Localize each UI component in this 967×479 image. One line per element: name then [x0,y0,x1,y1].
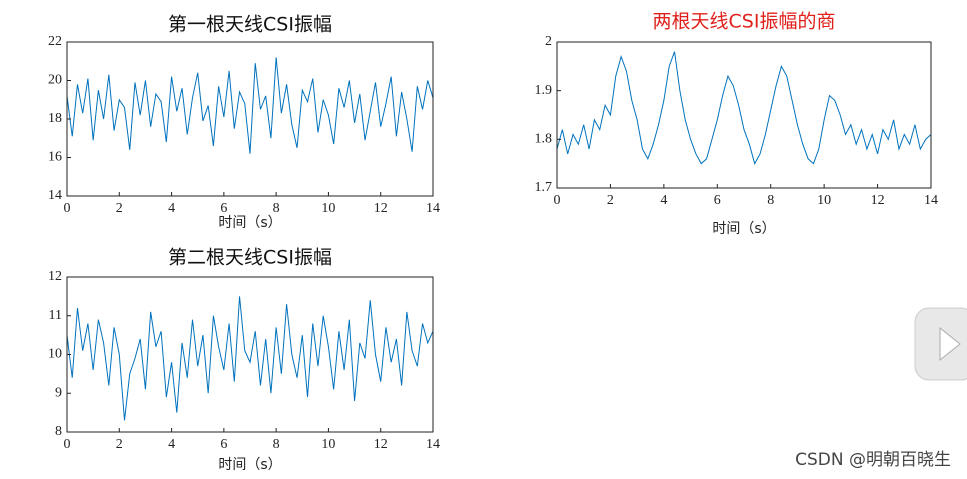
signal-line [66,57,434,154]
x-tick-label: 8 [767,193,774,208]
x-tick-label: 0 [64,201,71,216]
y-tick-label: 8 [55,424,62,439]
x-tick-label: 2 [607,193,614,208]
x-tick-label: 12 [374,201,388,216]
signal-line [66,296,434,421]
x-axis-label: 时间（s） [712,221,775,237]
y-tick-label: 11 [49,308,62,323]
x-tick-label: 8 [273,201,280,216]
x-tick-label: 4 [168,201,175,216]
chart-title: 第一根天线CSI振幅 [168,14,332,36]
y-tick-label: 14 [48,188,62,203]
x-tick-label: 10 [321,437,335,452]
play-icon[interactable] [939,326,961,362]
axes-box [66,41,434,197]
x-tick-label: 2 [116,437,123,452]
x-tick-label: 10 [817,193,831,208]
y-tick-label: 20 [48,73,62,88]
x-tick-label: 6 [714,193,721,208]
x-tick-label: 10 [321,201,335,216]
x-tick-label: 12 [374,437,388,452]
x-tick-label: 2 [116,201,123,216]
x-axis-label: 时间（s） [218,215,281,231]
y-tick-label: 18 [48,111,62,126]
x-tick-label: 14 [426,437,440,452]
axes-box [556,41,932,189]
y-tick-label: 1.7 [535,180,553,195]
y-tick-label: 12 [48,269,62,284]
x-tick-label: 8 [273,437,280,452]
x-tick-label: 4 [168,437,175,452]
chart-title: 第二根天线CSI振幅 [168,247,332,269]
y-tick-label: 22 [48,34,62,49]
x-tick-label: 6 [220,201,227,216]
x-tick-label: 12 [871,193,885,208]
y-tick-label: 1.9 [535,83,553,98]
x-tick-label: 14 [426,201,440,216]
y-tick-label: 16 [48,150,62,165]
y-tick-label: 10 [48,347,62,362]
x-tick-label: 4 [660,193,667,208]
y-tick-label: 2 [545,34,552,49]
signal-line [556,51,932,165]
x-axis-label: 时间（s） [218,457,281,473]
y-tick-label: 9 [55,385,62,400]
axes-box [66,276,434,433]
x-tick-label: 0 [64,437,71,452]
x-tick-label: 0 [554,193,561,208]
x-tick-label: 14 [924,193,938,208]
x-tick-label: 6 [220,437,227,452]
watermark: CSDN @明朝百晓生 [795,450,951,470]
chart-title: 两根天线CSI振幅的商 [653,11,836,33]
y-tick-label: 1.8 [535,132,553,147]
play-button[interactable] [914,307,967,381]
